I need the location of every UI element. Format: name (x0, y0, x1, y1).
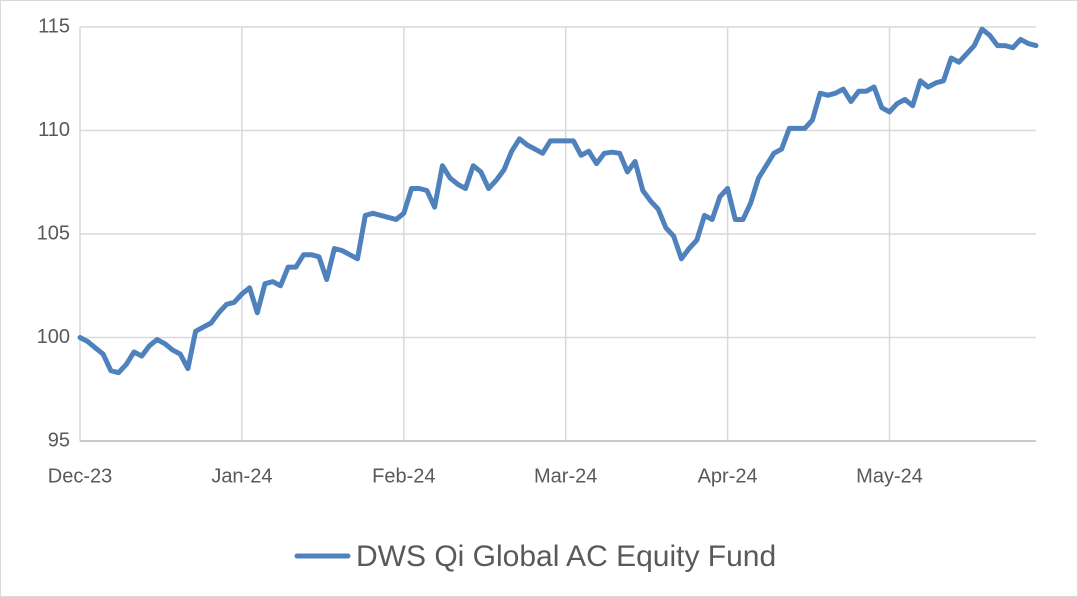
y-tick-label: 115 (38, 15, 70, 37)
x-tick-label: Jan-24 (211, 465, 272, 487)
x-tick-label: Feb-24 (372, 465, 435, 487)
y-tick-label: 95 (48, 429, 70, 451)
data-line (77, 26, 1039, 376)
x-tick-label: Mar-24 (534, 465, 597, 487)
legend-label: DWS Qi Global AC Equity Fund (356, 540, 776, 573)
y-tick-label: 100 (37, 326, 70, 348)
x-tick-label: Apr-24 (698, 465, 758, 487)
x-tick-label: Dec-23 (48, 465, 112, 487)
y-tick-label: 105 (37, 222, 70, 244)
y-tick-label: 110 (38, 119, 70, 141)
x-tick-label: May-24 (856, 465, 923, 487)
